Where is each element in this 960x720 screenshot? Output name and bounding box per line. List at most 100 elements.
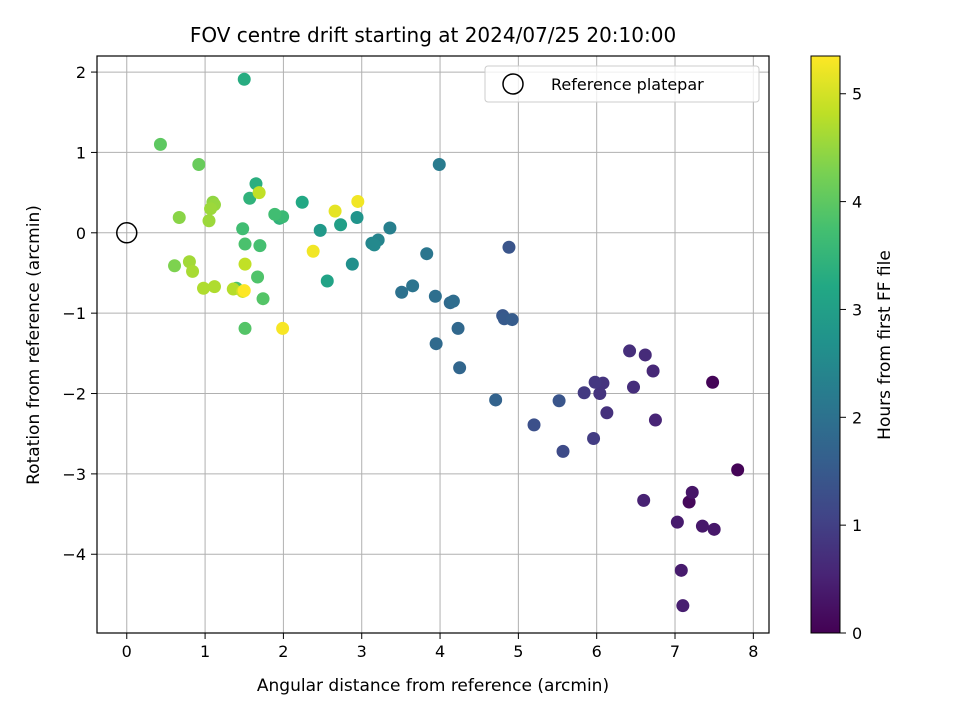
x-tick-label: 4 bbox=[435, 642, 445, 661]
y-tick-label: 1 bbox=[76, 143, 86, 162]
x-axis-label: Angular distance from reference (arcmin) bbox=[257, 676, 609, 696]
data-point bbox=[646, 364, 660, 378]
data-point bbox=[420, 247, 434, 261]
data-point bbox=[406, 279, 420, 293]
data-point bbox=[706, 375, 720, 389]
x-axis-ticks: 0 1 2 3 4 5 6 7 8 bbox=[122, 633, 758, 661]
data-point bbox=[637, 493, 651, 507]
colorbar-ticks: 0 1 2 3 4 5 bbox=[840, 85, 862, 643]
colorbar-tick-label: 2 bbox=[852, 408, 862, 427]
data-point bbox=[202, 214, 216, 228]
data-point bbox=[243, 191, 257, 205]
y-tick-label: 2 bbox=[76, 63, 86, 82]
data-point bbox=[685, 485, 699, 499]
data-point bbox=[153, 137, 167, 151]
y-axis-label: Rotation from reference (arcmin) bbox=[24, 205, 44, 485]
x-tick-label: 6 bbox=[592, 642, 602, 661]
data-point bbox=[588, 375, 602, 389]
data-point bbox=[251, 270, 265, 284]
data-point bbox=[648, 413, 662, 427]
y-tick-label: −2 bbox=[62, 385, 86, 404]
data-point bbox=[237, 284, 251, 298]
y-tick-label: −3 bbox=[62, 465, 86, 484]
y-axis-ticks: −4 −3 −2 −1 0 1 2 bbox=[62, 63, 97, 564]
data-point bbox=[236, 222, 250, 236]
data-point bbox=[429, 337, 443, 351]
data-point bbox=[256, 292, 270, 306]
data-point bbox=[731, 463, 745, 477]
data-point bbox=[395, 285, 409, 299]
data-point bbox=[295, 195, 309, 209]
data-point bbox=[593, 387, 607, 401]
y-tick-label: −4 bbox=[62, 545, 86, 564]
colorbar-label: Hours from first FF file bbox=[875, 250, 895, 440]
data-point bbox=[577, 386, 591, 400]
data-point bbox=[350, 211, 364, 225]
data-point bbox=[600, 406, 614, 420]
x-tick-label: 2 bbox=[278, 642, 288, 661]
legend-open-circle-icon bbox=[502, 73, 524, 95]
data-point bbox=[556, 444, 570, 458]
data-point bbox=[238, 257, 252, 271]
data-point bbox=[446, 294, 460, 308]
data-point bbox=[367, 238, 381, 252]
data-point bbox=[313, 223, 327, 237]
data-point bbox=[451, 321, 465, 335]
data-point bbox=[676, 599, 690, 613]
data-point bbox=[505, 313, 519, 327]
x-tick-label: 8 bbox=[748, 642, 758, 661]
data-point bbox=[707, 522, 721, 536]
colorbar-tick-label: 0 bbox=[852, 624, 862, 643]
data-point bbox=[638, 348, 652, 362]
data-point bbox=[587, 432, 601, 446]
legend: Reference platepar bbox=[484, 65, 760, 103]
data-point bbox=[186, 264, 200, 278]
data-point bbox=[627, 380, 641, 394]
data-point bbox=[623, 344, 637, 358]
y-tick-label: 0 bbox=[76, 224, 86, 243]
data-point bbox=[670, 515, 684, 529]
data-point bbox=[252, 186, 266, 200]
chart-title: FOV centre drift starting at 2024/07/25 … bbox=[190, 23, 676, 47]
data-point bbox=[695, 519, 709, 533]
plot-frame bbox=[96, 55, 770, 634]
data-point bbox=[197, 281, 211, 295]
data-point bbox=[527, 418, 541, 432]
colorbar bbox=[810, 55, 841, 634]
x-tick-label: 7 bbox=[670, 642, 680, 661]
x-tick-label: 3 bbox=[357, 642, 367, 661]
colorbar-tick-label: 3 bbox=[852, 300, 862, 319]
data-point bbox=[204, 202, 218, 216]
reference-platepar-marker bbox=[116, 222, 138, 244]
legend-entry-reference-platepar: Reference platepar bbox=[551, 75, 704, 94]
data-point bbox=[674, 563, 688, 577]
x-tick-label: 1 bbox=[200, 642, 210, 661]
data-point bbox=[306, 244, 320, 258]
data-point bbox=[237, 72, 251, 86]
data-point bbox=[328, 204, 342, 218]
data-point bbox=[168, 259, 182, 273]
data-point bbox=[238, 321, 252, 335]
legend-box bbox=[484, 65, 760, 103]
colorbar-tick-label: 5 bbox=[852, 85, 862, 104]
data-point bbox=[172, 211, 186, 225]
data-point bbox=[453, 361, 467, 375]
data-point bbox=[253, 239, 267, 253]
data-point bbox=[502, 240, 516, 254]
data-point bbox=[320, 274, 334, 288]
colorbar-tick-label: 4 bbox=[852, 193, 862, 212]
data-point bbox=[345, 257, 359, 271]
data-point bbox=[207, 280, 221, 294]
data-point bbox=[192, 157, 206, 171]
data-points bbox=[153, 72, 745, 613]
data-point bbox=[489, 393, 503, 407]
data-point bbox=[276, 321, 290, 335]
y-tick-label: −1 bbox=[62, 304, 86, 323]
x-tick-label: 0 bbox=[122, 642, 132, 661]
data-point bbox=[351, 194, 365, 208]
data-point bbox=[334, 218, 348, 232]
data-point bbox=[432, 157, 446, 171]
data-point bbox=[428, 289, 442, 303]
data-point bbox=[552, 394, 566, 408]
